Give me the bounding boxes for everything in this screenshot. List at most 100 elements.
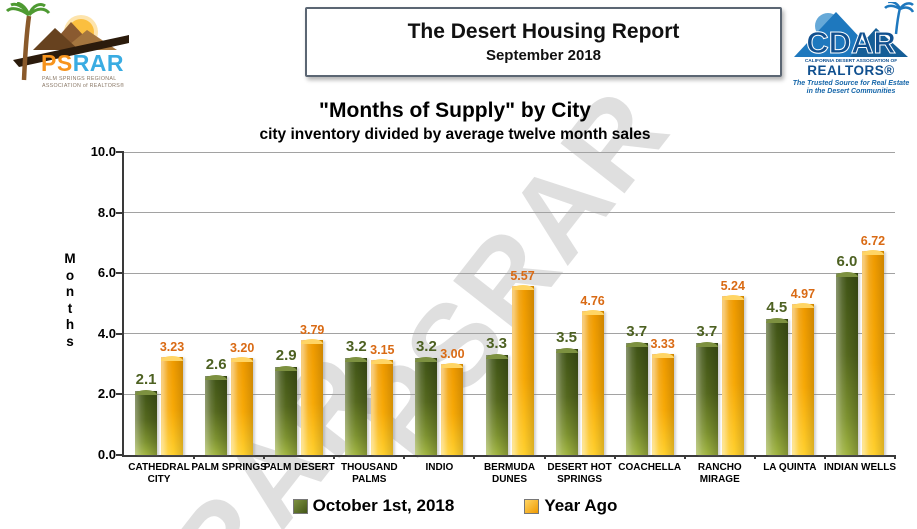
x-tick-mark xyxy=(823,455,826,459)
x-category-label-coachella: COACHELLA xyxy=(618,462,682,473)
y-tick-label-2.0: 2.0 xyxy=(97,386,116,402)
x-tick-mark xyxy=(263,455,266,459)
value-label-rancho-mirage-year-ago: 5.24 xyxy=(720,279,745,294)
value-label-palm-desert-year-ago: 3.79 xyxy=(300,323,325,338)
psrar-wordmark: PSRAR xyxy=(41,50,124,76)
value-label-la-quinta-current: 4.5 xyxy=(766,298,788,316)
x-category-label-la-quinta: LA QUINTA xyxy=(763,462,817,473)
y-tick-mark xyxy=(116,151,124,153)
value-label-desert-hot-springs-year-ago: 4.76 xyxy=(580,293,605,308)
legend-item-current: October 1st, 2018 xyxy=(292,496,455,516)
x-category-label-cathedral-city: CATHEDRAL CITY xyxy=(128,462,190,485)
bar-palm-springs-current xyxy=(205,375,228,455)
bar-rancho-mirage-current xyxy=(695,341,718,455)
psrar-rar-text: RAR xyxy=(73,50,124,76)
value-label-thousand-palms-current: 3.2 xyxy=(345,338,367,356)
bar-indian-wells-current xyxy=(835,272,858,455)
cdar-logo: CDAR CALIFORNIA DESERT ASSOCIATION OF RE… xyxy=(792,0,915,98)
y-tick-label-4.0: 4.0 xyxy=(97,325,116,341)
bar-rancho-mirage-year-ago xyxy=(721,295,744,455)
y-tick-label-6.0: 6.0 xyxy=(97,265,116,281)
y-tick-label-0.0: 0.0 xyxy=(97,447,116,462)
x-category-label-rancho-mirage: RANCHO MIRAGE xyxy=(697,462,742,485)
legend-swatch-green xyxy=(292,498,308,514)
chart-title: "Months of Supply" by City xyxy=(319,99,591,122)
x-tick-mark xyxy=(753,455,756,459)
x-tick-mark xyxy=(613,455,616,459)
report-title: The Desert Housing Report xyxy=(407,20,680,43)
cdar-tagline-line1: The Trusted Source for Real Estate xyxy=(793,80,910,87)
x-category-label-palm-springs: PALM SPRINGS xyxy=(191,462,267,473)
value-label-bermuda-dunes-year-ago: 5.57 xyxy=(510,269,535,284)
value-label-indio-year-ago: 3.00 xyxy=(440,347,465,362)
x-category-label-desert-hot-springs: DESERT HOT SPRINGS xyxy=(547,462,612,485)
psrar-logo: PSRAR PALM SPRINGS REGIONAL ASSOCIATION … xyxy=(5,1,145,94)
chart-subtitle: city inventory divided by average twelve… xyxy=(259,126,651,143)
palm-tree-icon xyxy=(884,0,915,35)
cdar-realtors-text: REALTORS® xyxy=(807,63,894,78)
x-tick-mark xyxy=(193,455,196,459)
palm-trunk-icon xyxy=(21,15,32,81)
x-category-label-palm-desert: PALM DESERT xyxy=(263,462,335,473)
mountain-icon xyxy=(850,28,908,57)
y-tick-mark xyxy=(116,454,124,456)
gridline-2.0 xyxy=(124,393,895,395)
cdar-tagline-line2: in the Desert Communities xyxy=(807,88,896,95)
value-label-palm-desert-current: 2.9 xyxy=(275,347,297,365)
bar-indian-wells-year-ago xyxy=(861,250,884,455)
bar-palm-desert-current xyxy=(275,366,298,455)
legend-label-current: October 1st, 2018 xyxy=(312,496,455,515)
mountain-icon xyxy=(794,12,878,57)
bar-coachella-year-ago xyxy=(651,353,674,455)
bar-bermuda-dunes-year-ago xyxy=(511,285,534,455)
value-label-indio-current: 3.2 xyxy=(415,338,437,356)
value-label-thousand-palms-year-ago: 3.15 xyxy=(370,342,395,357)
x-tick-mark xyxy=(683,455,686,459)
legend-item-year-ago: Year Ago xyxy=(524,496,617,516)
x-category-label-thousand-palms: THOUSAND PALMS xyxy=(340,462,398,485)
plot-area: 0.0 2.0 4.0 6.0 8.0 10.0 2.1 3.23 CATHEDRAL CITY… xyxy=(91,144,896,485)
bar-thousand-palms-year-ago xyxy=(371,358,394,455)
swoosh-shape xyxy=(13,35,129,67)
legend-label-year-ago: Year Ago xyxy=(544,496,618,515)
x-tick-mark xyxy=(403,455,406,459)
palm-fronds-icon xyxy=(5,1,51,17)
y-tick-label-8.0: 8.0 xyxy=(97,204,116,220)
bar-la-quinta-current xyxy=(765,317,788,455)
bar-palm-springs-year-ago xyxy=(231,357,254,455)
y-tick-mark xyxy=(116,211,124,214)
y-tick-mark xyxy=(116,332,124,335)
value-label-desert-hot-springs-current: 3.5 xyxy=(556,328,577,346)
legend-swatch-orange xyxy=(524,498,540,514)
gridline-4.0 xyxy=(124,333,895,335)
bar-indio-year-ago xyxy=(441,363,464,455)
cdar-org-line: CALIFORNIA DESERT ASSOCIATION OF xyxy=(805,58,897,64)
bar-la-quinta-year-ago xyxy=(791,303,814,455)
cdar-wordmark: CDAR xyxy=(806,25,896,60)
psrar-caption-line1: PALM SPRINGS REGIONAL xyxy=(42,76,117,82)
report-banner: The Desert Housing Report September 2018 xyxy=(305,7,782,77)
bar-indio-current xyxy=(415,357,438,455)
value-label-coachella-current: 3.7 xyxy=(626,322,648,340)
y-tick-label-10.0: 10.0 xyxy=(90,144,116,159)
value-label-cathedral-city-current: 2.1 xyxy=(135,371,157,389)
y-tick-mark xyxy=(116,393,124,396)
chart-legend: October 1st, 2018 Year Ago xyxy=(0,496,910,516)
bar-cathedral-city-year-ago xyxy=(161,356,184,455)
bar-thousand-palms-current xyxy=(345,357,368,455)
bar-cathedral-city-current xyxy=(135,390,158,455)
value-label-rancho-mirage-current: 3.7 xyxy=(696,322,718,340)
gridline-6.0 xyxy=(124,272,895,274)
value-label-indian-wells-current: 6.0 xyxy=(836,253,858,271)
value-label-bermuda-dunes-current: 3.3 xyxy=(486,335,507,353)
bar-coachella-current xyxy=(625,341,648,455)
gridline-10.0 xyxy=(124,151,895,153)
x-category-label-indian-wells: INDIAN WELLS xyxy=(823,462,897,473)
mountain-icon xyxy=(33,28,79,50)
y-tick-mark xyxy=(116,272,124,275)
bar-desert-hot-springs-current xyxy=(555,347,578,455)
psrar-caption-line2: ASSOCIATION of REALTORS® xyxy=(42,82,124,89)
value-label-la-quinta-year-ago: 4.97 xyxy=(790,287,816,302)
value-label-palm-springs-year-ago: 3.20 xyxy=(229,341,255,356)
